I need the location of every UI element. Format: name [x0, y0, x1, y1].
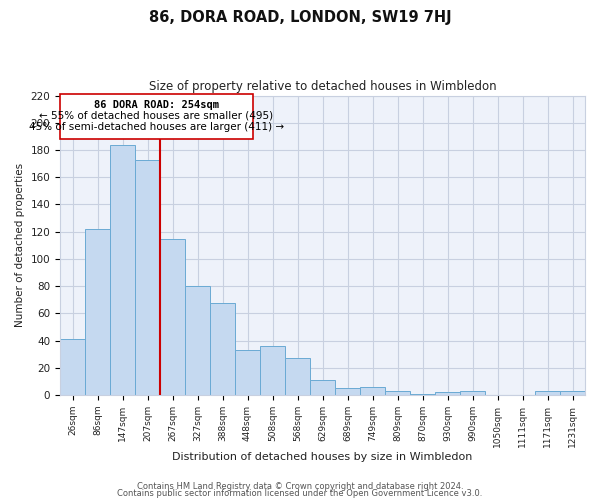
Text: Contains HM Land Registry data © Crown copyright and database right 2024.: Contains HM Land Registry data © Crown c… — [137, 482, 463, 491]
Text: 86, DORA ROAD, LONDON, SW19 7HJ: 86, DORA ROAD, LONDON, SW19 7HJ — [149, 10, 451, 25]
Bar — [135, 160, 160, 395]
Bar — [260, 346, 285, 395]
Text: Contains public sector information licensed under the Open Government Licence v3: Contains public sector information licen… — [118, 488, 482, 498]
Bar — [435, 392, 460, 395]
Bar — [185, 286, 210, 395]
Bar — [360, 387, 385, 395]
Bar — [460, 391, 485, 395]
Bar — [285, 358, 310, 395]
Bar — [560, 391, 585, 395]
Bar — [60, 340, 85, 395]
Bar — [160, 238, 185, 395]
Bar — [235, 350, 260, 395]
Y-axis label: Number of detached properties: Number of detached properties — [15, 164, 25, 328]
Text: 86 DORA ROAD: 254sqm: 86 DORA ROAD: 254sqm — [94, 100, 219, 110]
Bar — [210, 302, 235, 395]
Text: ← 55% of detached houses are smaller (495): ← 55% of detached houses are smaller (49… — [39, 111, 274, 121]
FancyBboxPatch shape — [60, 94, 253, 139]
Text: 45% of semi-detached houses are larger (411) →: 45% of semi-detached houses are larger (… — [29, 122, 284, 132]
X-axis label: Distribution of detached houses by size in Wimbledon: Distribution of detached houses by size … — [172, 452, 473, 462]
Bar — [335, 388, 360, 395]
Bar — [535, 391, 560, 395]
Bar — [385, 391, 410, 395]
Bar — [85, 229, 110, 395]
Bar — [110, 144, 135, 395]
Bar — [410, 394, 435, 395]
Bar — [310, 380, 335, 395]
Title: Size of property relative to detached houses in Wimbledon: Size of property relative to detached ho… — [149, 80, 496, 93]
